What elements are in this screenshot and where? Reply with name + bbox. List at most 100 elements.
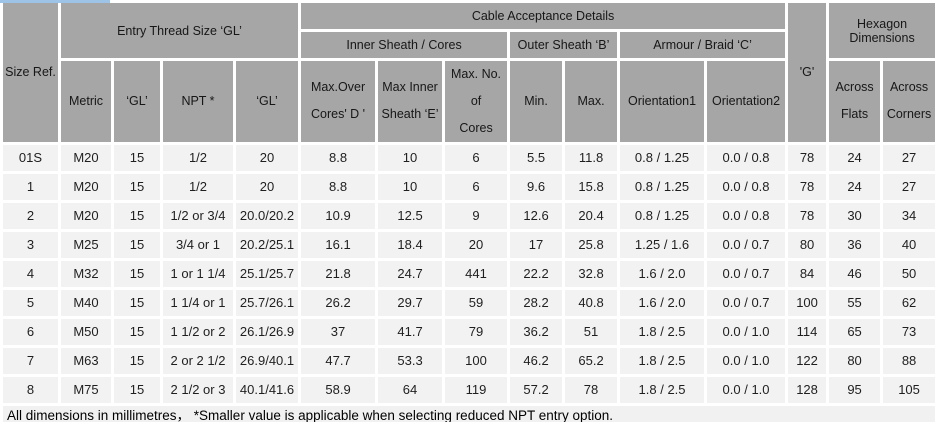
table-body: 01S M20 15 1/2 20 8.8 10 6 5.5 11.8 0.8 / 1.25 0.0 … (3, 144, 936, 403)
table-cell: 46.2 (510, 347, 563, 374)
table-cell: 8 (3, 376, 58, 403)
header-across-flats: Across Flats (829, 61, 881, 142)
header-cable-acceptance-group: Cable Acceptance Details (301, 3, 786, 29)
table-cell: 0.0 / 0.8 (707, 144, 786, 171)
table-cell: 40.8 (565, 289, 618, 316)
table-cell: M63 (61, 347, 111, 374)
table-cell: 9.6 (510, 173, 563, 200)
table-cell: 24 (829, 144, 881, 171)
header-inner-sheath-group: Inner Sheath / Cores (301, 32, 508, 58)
table-cell: 46 (829, 260, 881, 287)
table-cell: 128 (788, 376, 827, 403)
header-size-ref: Size Ref. (3, 3, 58, 142)
table-cell: 30 (829, 202, 881, 229)
table-cell: 21.8 (301, 260, 376, 287)
table-cell: 0.0 / 0.7 (707, 260, 786, 287)
table-cell: 6 (3, 318, 58, 345)
table-cell: 15 (114, 289, 160, 316)
cable-gland-table: Size Ref. Entry Thread Size ‘GL’ Cable A… (3, 3, 936, 403)
table-cell: 3/4 or 1 (163, 231, 233, 258)
table-cell: 41.7 (378, 318, 443, 345)
table-cell: 0.0 / 0.8 (707, 173, 786, 200)
table-cell: 6 (445, 144, 508, 171)
table-cell: 22.2 (510, 260, 563, 287)
table-cell: 1 1/2 or 2 (163, 318, 233, 345)
table-cell: 0.0 / 0.8 (707, 202, 786, 229)
table-cell: 100 (445, 347, 508, 374)
table-cell: 62 (883, 289, 936, 316)
header-max-no-cores: Max. No. of Cores (445, 61, 508, 142)
table-cell: 6 (445, 173, 508, 200)
table-row: 4 M32 15 1 or 1 1/4 25.1/25.7 21.8 24.7 441 22.2… (3, 260, 936, 287)
table-cell: 25.7/26.1 (236, 289, 299, 316)
table-cell: 15 (114, 231, 160, 258)
table-cell: 65 (829, 318, 881, 345)
table-cell: 27 (883, 173, 936, 200)
table-cell: 88 (883, 347, 936, 374)
table-cell: 20 (236, 173, 299, 200)
table-cell: 15 (114, 173, 160, 200)
table-cell: 15 (114, 318, 160, 345)
table-cell: 10 (378, 173, 443, 200)
header-hexagon-group: Hexagon Dimensions (829, 3, 936, 58)
table-cell: 26.1/26.9 (236, 318, 299, 345)
table-row: 1 M20 15 1/2 20 8.8 10 6 9.6 15.8 0.8 / 1.25 0.0 / … (3, 173, 936, 200)
table-cell: 10.9 (301, 202, 376, 229)
table-cell: 8.8 (301, 173, 376, 200)
table-cell: 3 (3, 231, 58, 258)
table-cell: 12.6 (510, 202, 563, 229)
table-cell: 20 (445, 231, 508, 258)
table-cell: 25.8 (565, 231, 618, 258)
table-cell: M20 (61, 173, 111, 200)
table-cell: 26.2 (301, 289, 376, 316)
header-orientation2: Orientation2 (707, 61, 786, 142)
table-cell: 40.1/41.6 (236, 376, 299, 403)
table-cell: 80 (829, 347, 881, 374)
table-cell: 84 (788, 260, 827, 287)
table-cell: 59 (445, 289, 508, 316)
table-cell: M20 (61, 202, 111, 229)
header-across-corners: Across Corners (883, 61, 936, 142)
table-cell: 20.4 (565, 202, 618, 229)
table-row: 01S M20 15 1/2 20 8.8 10 6 5.5 11.8 0.8 / 1.25 0.0 … (3, 144, 936, 171)
table-cell: 78 (788, 173, 827, 200)
table-cell: 47.7 (301, 347, 376, 374)
table-cell: 1/2 (163, 173, 233, 200)
table-cell: 441 (445, 260, 508, 287)
table-cell: 25.1/25.7 (236, 260, 299, 287)
table-cell: 37 (301, 318, 376, 345)
footnote: All dimensions in millimetres， *Smaller … (3, 405, 935, 422)
table-cell: 11.8 (565, 144, 618, 171)
table-cell: 40 (883, 231, 936, 258)
header-entry-thread-group: Entry Thread Size ‘GL’ (61, 3, 299, 58)
table-cell: M25 (61, 231, 111, 258)
table-cell: 1/2 or 3/4 (163, 202, 233, 229)
header-metric: Metric (61, 61, 111, 142)
header-orientation1: Orientation1 (620, 61, 705, 142)
table-cell: 4 (3, 260, 58, 287)
table-cell: 1 1/4 or 1 (163, 289, 233, 316)
table-row: 6 M50 15 1 1/2 or 2 26.1/26.9 37 41.7 79 36.2 51 1… (3, 318, 936, 345)
table-cell: 9 (445, 202, 508, 229)
table-cell: 10 (378, 144, 443, 171)
table-cell: 73 (883, 318, 936, 345)
table-cell: 2 (3, 202, 58, 229)
table-cell: 64 (378, 376, 443, 403)
table-cell: 119 (445, 376, 508, 403)
table-row: 2 M20 15 1/2 or 3/4 20.0/20.2 10.9 12.5 9 12.6 20… (3, 202, 936, 229)
table-row: 8 M75 15 2 1/2 or 3 40.1/41.6 58.9 64 119 57.2 78… (3, 376, 936, 403)
table-cell: 15 (114, 347, 160, 374)
table-cell: 1 (3, 173, 58, 200)
table-cell: 36.2 (510, 318, 563, 345)
table-cell: 0.8 / 1.25 (620, 173, 705, 200)
table-cell: 80 (788, 231, 827, 258)
table-cell: 65.2 (565, 347, 618, 374)
table-header: Size Ref. Entry Thread Size ‘GL’ Cable A… (3, 3, 936, 142)
table-cell: 79 (445, 318, 508, 345)
header-outer-min: Min. (510, 61, 563, 142)
header-outer-sheath-group: Outer Sheath ‘B’ (510, 32, 618, 58)
table-row: 5 M40 15 1 1/4 or 1 25.7/26.1 26.2 29.7 59 28.2 4… (3, 289, 936, 316)
table-cell: 29.7 (378, 289, 443, 316)
table-cell: 0.0 / 0.7 (707, 289, 786, 316)
